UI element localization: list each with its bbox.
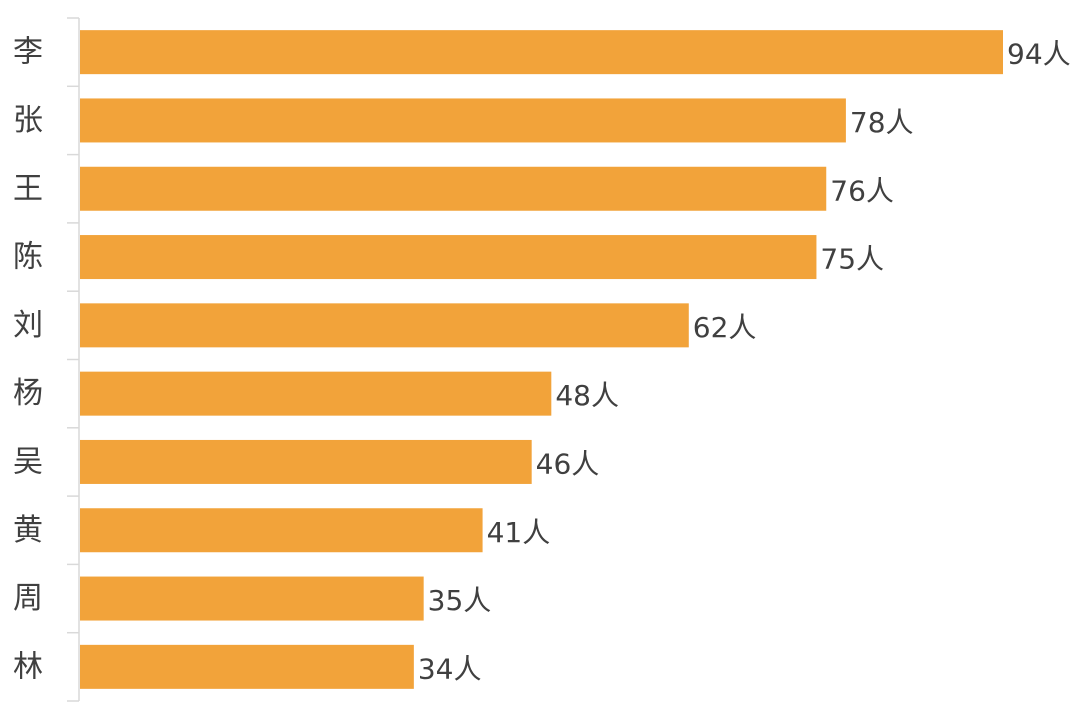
value-label: 78人	[850, 106, 914, 139]
value-label: 35人	[428, 584, 492, 617]
category-label: 杨	[13, 376, 43, 411]
bar	[80, 371, 552, 416]
bar	[80, 235, 817, 280]
value-label: 41人	[487, 516, 551, 549]
category-label: 周	[13, 581, 43, 616]
value-label: 94人	[1007, 38, 1071, 71]
category-axis-ticks	[67, 17, 79, 702]
category-label: 吴	[13, 444, 43, 479]
value-label: 34人	[418, 652, 482, 685]
value-label: 75人	[820, 243, 884, 276]
category-label: 陈	[13, 240, 43, 275]
bar	[80, 166, 827, 211]
category-label: 林	[13, 649, 43, 684]
bar	[80, 644, 414, 689]
bar	[80, 30, 1003, 75]
bar	[80, 303, 689, 348]
bar	[80, 508, 483, 553]
category-label: 李	[13, 35, 43, 70]
bar	[80, 439, 532, 484]
value-label: 76人	[830, 174, 894, 207]
bar	[80, 98, 846, 143]
value-label: 62人	[693, 311, 757, 344]
category-label: 刘	[13, 308, 43, 343]
bars-group	[80, 30, 1003, 689]
value-labels: 94人 78人 76人 75人 62人 48人 46人 41人 35人 34人	[418, 38, 1071, 686]
bar	[80, 576, 424, 621]
category-label: 王	[13, 171, 43, 206]
value-label: 46人	[536, 447, 600, 480]
value-label: 48人	[555, 379, 619, 412]
category-label: 张	[13, 103, 43, 138]
category-label: 黄	[13, 513, 43, 548]
